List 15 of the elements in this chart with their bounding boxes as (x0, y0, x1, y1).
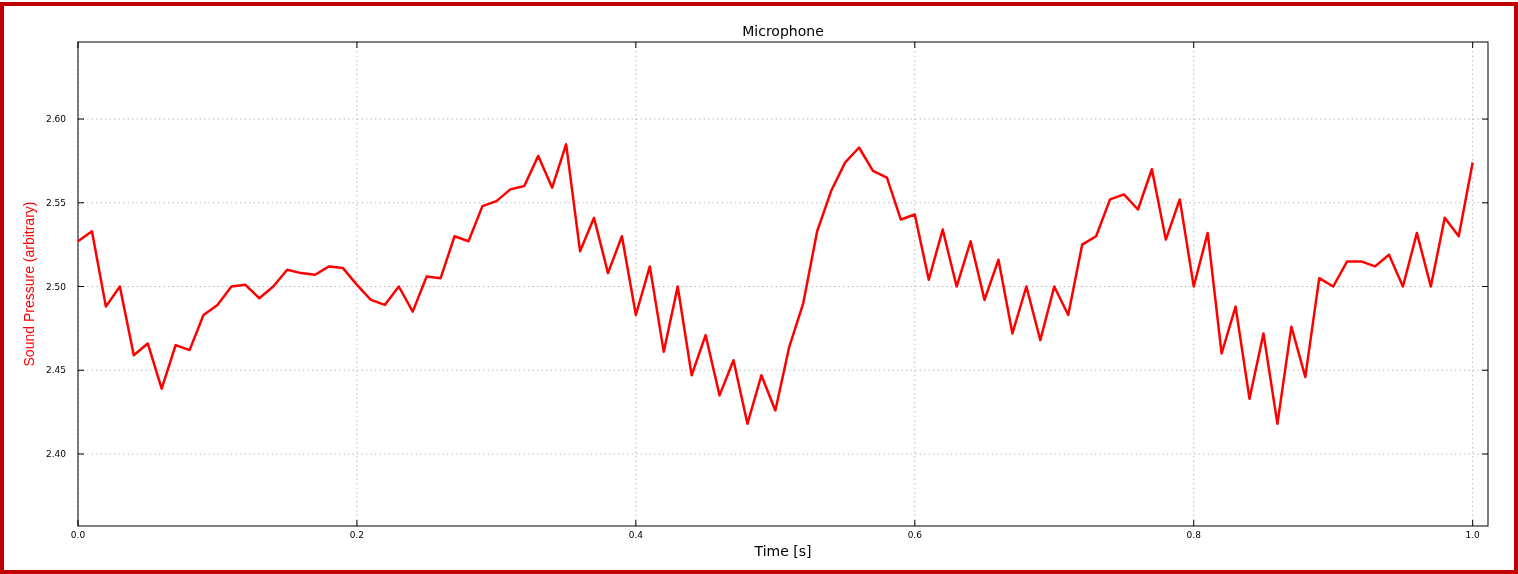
y-tick-label: 2.55 (45, 197, 66, 208)
y-tick-label: 2.40 (45, 448, 67, 459)
y-axis-title: Sound Pressure (arbitrary) (21, 201, 37, 367)
chart-title: Microphone (742, 23, 824, 39)
y-tick-label: 2.60 (45, 114, 67, 125)
x-tick-label: 0.0 (70, 530, 86, 540)
x-tick-label: 0.6 (907, 530, 923, 540)
y-tick-label: 2.50 (45, 281, 67, 292)
x-tick-label: 0.8 (1186, 530, 1202, 540)
x-tick-label: 0.4 (628, 530, 644, 540)
x-tick-label: 0.2 (349, 530, 365, 540)
x-tick-label: 1.0 (1465, 530, 1481, 540)
line-series (76, 142, 1474, 426)
x-axis-title: Time [s] (753, 543, 812, 559)
y-tick-label: 2.45 (45, 365, 66, 376)
